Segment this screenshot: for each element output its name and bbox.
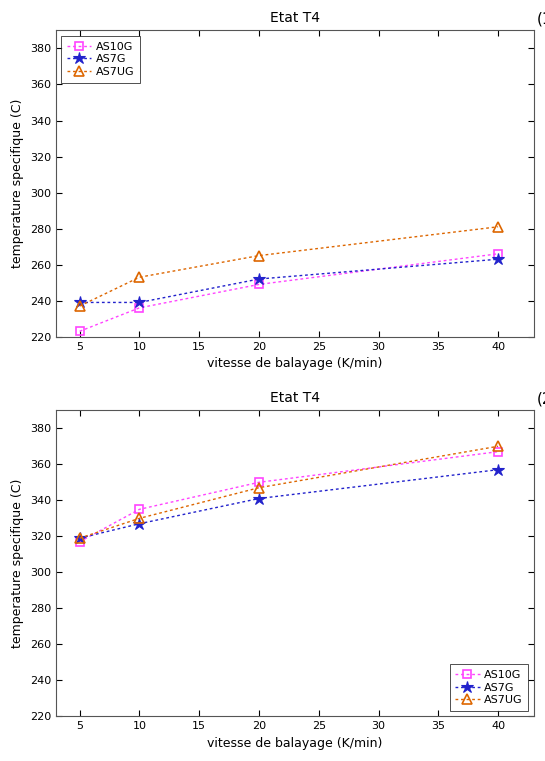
AS7G (136, 519, 143, 528)
Text: (2): (2) (537, 391, 545, 406)
AS7G (76, 533, 83, 543)
AS7G (256, 275, 262, 284)
AS7UG (495, 222, 501, 231)
AS10G (76, 537, 83, 546)
AS7UG (136, 272, 143, 282)
Line: AS7G: AS7G (74, 253, 504, 309)
Title: Etat T4: Etat T4 (270, 11, 320, 25)
Y-axis label: temperature specifique (C): temperature specifique (C) (11, 479, 24, 648)
AS10G (256, 478, 262, 487)
X-axis label: vitesse de balayage (K/min): vitesse de balayage (K/min) (207, 737, 383, 750)
Text: (1): (1) (537, 11, 545, 27)
AS7UG (256, 251, 262, 260)
Line: AS10G: AS10G (76, 447, 502, 546)
Line: AS10G: AS10G (76, 250, 502, 336)
Legend: AS10G, AS7G, AS7UG: AS10G, AS7G, AS7UG (450, 664, 528, 711)
Y-axis label: temperature specifique (C): temperature specifique (C) (11, 99, 24, 268)
AS7G (76, 298, 83, 307)
AS10G (495, 250, 501, 259)
AS7G (495, 255, 501, 264)
AS10G (136, 304, 143, 313)
AS7G (136, 298, 143, 307)
AS7UG (76, 533, 83, 543)
AS7UG (256, 483, 262, 492)
Line: AS7UG: AS7UG (75, 222, 503, 311)
AS10G (76, 326, 83, 336)
AS7UG (495, 441, 501, 451)
AS7G (256, 494, 262, 503)
AS7UG (136, 514, 143, 523)
AS10G (495, 447, 501, 457)
AS10G (136, 505, 143, 514)
X-axis label: vitesse de balayage (K/min): vitesse de balayage (K/min) (207, 357, 383, 370)
Legend: AS10G, AS7G, AS7UG: AS10G, AS7G, AS7UG (62, 36, 140, 83)
Line: AS7UG: AS7UG (75, 441, 503, 543)
AS10G (256, 280, 262, 289)
AS7UG (76, 301, 83, 310)
Title: Etat T4: Etat T4 (270, 391, 320, 405)
Line: AS7G: AS7G (74, 463, 504, 544)
AS7G (495, 465, 501, 474)
